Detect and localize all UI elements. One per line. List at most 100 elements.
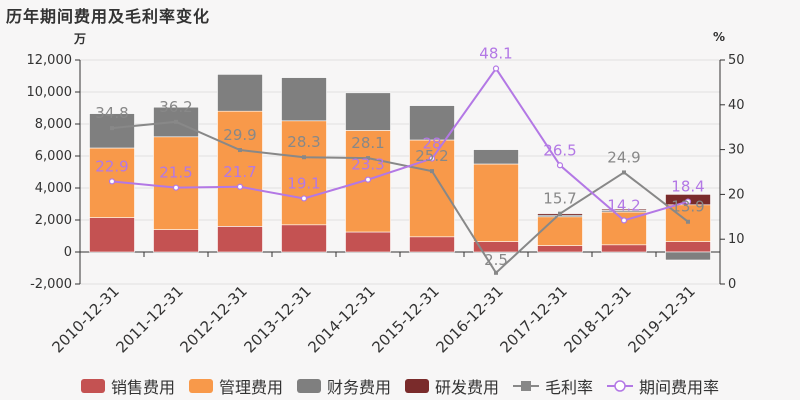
legend-item-period[interactable]: 期间费用率 (607, 374, 719, 398)
legend-label: 毛利率 (545, 378, 594, 397)
point-period (300, 195, 308, 202)
legend-swatch-period (607, 380, 634, 392)
legend-swatch-gross (513, 381, 540, 391)
data-label-gross: 2.5 (484, 251, 508, 269)
data-label-gross: 28.1 (351, 134, 384, 152)
legend-swatch-finance (296, 379, 321, 393)
left-tick-label: -2,000 (30, 277, 72, 292)
x-tick-label: 2019-12-31 (624, 282, 698, 356)
point-period (684, 198, 692, 205)
left-tick-label: 6,000 (35, 149, 72, 164)
legend-item-admin[interactable]: 管理费用 (188, 374, 283, 398)
left-tick-label: 10,000 (27, 85, 73, 100)
bar-sales (665, 241, 711, 253)
chart-title: 历年期间费用及毛利率变化 (6, 7, 211, 26)
data-label-period: 23.3 (351, 156, 384, 174)
bar-finance (217, 74, 263, 112)
bar-sales (89, 217, 135, 253)
point-period (620, 217, 628, 224)
bar-finance (281, 77, 327, 122)
bar-finance (665, 251, 711, 261)
point-period (556, 162, 564, 169)
data-label-period: 48.1 (479, 45, 512, 63)
data-label-gross: 25.2 (415, 147, 448, 165)
bar-rd (601, 208, 647, 211)
right-tick-label: 30 (728, 143, 745, 158)
point-gross (110, 126, 114, 131)
bar-admin (473, 163, 519, 242)
point-period (172, 184, 180, 191)
line-period (111, 66, 689, 222)
data-label-gross: 28.3 (287, 133, 320, 151)
data-label-gross: 36.2 (159, 98, 192, 116)
bar-finance (89, 113, 135, 149)
legend-label: 销售费用 (110, 378, 175, 397)
data-label-period: 22.9 (95, 157, 128, 175)
legend-label: 财务费用 (326, 378, 391, 397)
legend-item-sales[interactable]: 销售费用 (80, 374, 175, 398)
data-label-gross: 24.9 (607, 148, 640, 166)
point-period (108, 178, 116, 185)
left-tick-label: 2,000 (35, 213, 72, 228)
x-tick-label: 2017-12-31 (496, 282, 570, 356)
x-tick-label: 2014-12-31 (304, 282, 378, 356)
point-gross (302, 155, 306, 160)
left-tick-label: 12,000 (27, 53, 73, 68)
point-gross (558, 211, 562, 216)
data-label-gross: 13.9 (671, 198, 704, 216)
left-axis-unit: 万 (74, 32, 87, 46)
right-tick-label: 0 (728, 277, 736, 292)
bar-admin (281, 120, 327, 226)
legend-label: 期间费用率 (639, 378, 720, 397)
data-label-period: 18.4 (671, 178, 704, 196)
bar-admin (601, 211, 647, 246)
bar-sales (601, 244, 647, 253)
data-label-period: 21.5 (159, 164, 192, 182)
legend-item-rd[interactable]: 研发费用 (405, 374, 499, 398)
left-tick-label: 4,000 (35, 181, 72, 196)
point-gross (494, 270, 498, 275)
x-tick-label: 2010-12-31 (48, 282, 122, 356)
point-period (236, 183, 244, 190)
point-gross (430, 169, 434, 174)
point-gross (174, 119, 178, 124)
bar-sales (537, 245, 583, 253)
right-tick-label: 40 (728, 98, 745, 113)
bar-admin (537, 216, 583, 246)
legend-label: 研发费用 (435, 378, 500, 397)
chart-legend: 销售费用 管理费用 财务费用 研发费用 毛利率 期间费用率 (0, 374, 800, 398)
right-tick-label: 20 (728, 187, 745, 202)
x-tick-label: 2013-12-31 (240, 282, 314, 356)
x-tick-label: 2012-12-31 (176, 282, 250, 356)
legend-item-finance[interactable]: 财务费用 (296, 374, 391, 398)
data-label-period: 14.2 (607, 196, 640, 214)
legend-label: 管理费用 (218, 378, 283, 397)
legend-swatch-sales (80, 379, 105, 393)
right-tick-label: 10 (728, 232, 745, 247)
bar-admin (153, 136, 199, 230)
point-gross (238, 148, 242, 153)
bar-sales (217, 226, 263, 253)
bar-sales (153, 229, 199, 253)
bar-sales (281, 224, 327, 253)
data-label-period: 21.7 (223, 163, 256, 181)
x-tick-label: 2018-12-31 (560, 282, 634, 356)
data-label-period: 28 (422, 135, 441, 153)
right-tick-label: 50 (728, 53, 745, 68)
bar-finance (345, 92, 391, 131)
left-tick-label: 8,000 (35, 117, 72, 132)
legend-item-gross[interactable]: 毛利率 (513, 374, 593, 398)
data-label-period: 19.1 (287, 174, 320, 192)
data-label-period: 26.5 (543, 141, 576, 159)
x-tick-label: 2011-12-31 (112, 282, 186, 356)
x-tick-label: 2016-12-31 (432, 282, 506, 356)
point-gross (366, 156, 370, 161)
data-label-gross: 29.9 (223, 126, 256, 144)
legend-swatch-rd (405, 379, 429, 393)
left-tick-label: 0 (64, 245, 72, 260)
legend-swatch-admin (188, 379, 213, 393)
point-period (492, 65, 500, 72)
point-gross (686, 219, 690, 224)
data-label-gross: 15.7 (543, 190, 576, 208)
